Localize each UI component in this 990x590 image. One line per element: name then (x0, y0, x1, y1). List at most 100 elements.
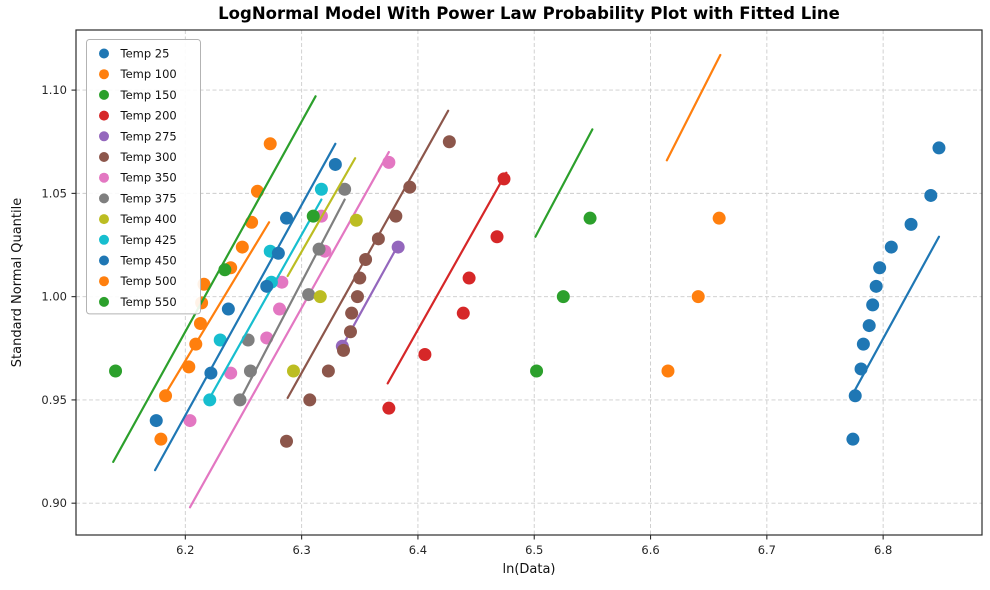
fit-line (165, 221, 271, 393)
data-point (691, 290, 705, 304)
data-point (456, 306, 470, 320)
data-point (884, 240, 898, 254)
data-point (213, 333, 227, 347)
legend-marker (99, 214, 109, 225)
legend-marker (99, 110, 109, 121)
y-tick-label: 1.00 (41, 290, 67, 304)
data-point (286, 364, 300, 378)
y-tick-label: 1.10 (41, 83, 67, 97)
fit-line (534, 128, 594, 238)
legend-marker (99, 234, 109, 245)
data-point (241, 333, 255, 347)
data-point (418, 347, 432, 361)
data-point (182, 360, 196, 374)
fit-line (852, 235, 941, 393)
fit-line (286, 157, 357, 278)
legend-label: Temp 275 (120, 129, 177, 143)
x-tick-label: 6.4 (409, 543, 427, 557)
x-tick-label: 6.7 (758, 543, 776, 557)
data-point (235, 240, 249, 254)
data-point (862, 319, 876, 333)
data-point (924, 188, 938, 202)
data-point (848, 389, 862, 403)
data-point (273, 302, 287, 316)
legend-marker (99, 296, 109, 307)
data-point (382, 401, 396, 415)
fit-line (188, 150, 390, 509)
data-point (345, 306, 359, 320)
legend-label: Temp 375 (120, 191, 177, 205)
series-temp-450 (149, 142, 342, 472)
data-point (336, 343, 350, 357)
y-tick-label: 1.05 (41, 186, 67, 200)
data-point (462, 271, 476, 285)
data-point (224, 366, 238, 380)
data-point (260, 279, 274, 293)
axes-layer: 6.2 6.3 6.4 6.5 6.6 6.7 6.8 0.90 0.95 1.00 1.05 1.1… (41, 83, 892, 557)
data-point (583, 211, 597, 225)
legend-label: Temp 500 (120, 274, 177, 288)
plot-frame (75, 29, 983, 536)
legend-label: Temp 300 (120, 150, 177, 164)
data-point (314, 182, 328, 196)
data-point (856, 337, 870, 351)
data-point (328, 157, 342, 171)
data-point (846, 432, 860, 446)
legend-label: Temp 425 (120, 233, 177, 247)
legend-marker (99, 172, 109, 183)
x-axis-label: ln(Data) (502, 562, 555, 577)
data-point (712, 211, 726, 225)
fit-line (112, 95, 317, 463)
data-point (149, 414, 163, 428)
data-point (490, 230, 504, 244)
series-temp-400 (286, 157, 363, 378)
y-tick-label: 0.90 (41, 496, 67, 510)
data-point (338, 182, 352, 196)
data-point (183, 414, 197, 428)
legend-box (86, 39, 201, 315)
x-tick-label: 6.5 (525, 543, 543, 557)
data-point (556, 290, 570, 304)
legend-marker (99, 69, 109, 80)
data-point (109, 364, 123, 378)
data-point (873, 261, 887, 275)
data-point (154, 432, 168, 446)
chart-title: LogNormal Model With Power Law Probabili… (218, 4, 840, 23)
data-point (349, 213, 363, 227)
legend-label: Temp 100 (120, 67, 177, 81)
data-point (280, 434, 294, 448)
series-temp-25 (846, 141, 946, 446)
y-axis-label: Standard Normal Quantile (10, 198, 25, 367)
data-point (203, 393, 217, 407)
series-layer (109, 53, 946, 509)
data-point (932, 141, 946, 155)
y-tick-label: 0.95 (41, 393, 67, 407)
x-tick-label: 6.3 (292, 543, 310, 557)
fit-line (153, 142, 337, 472)
data-point (389, 209, 403, 223)
data-point (302, 288, 316, 302)
fit-line (209, 198, 323, 397)
grid-layer (76, 30, 982, 535)
data-point (263, 137, 277, 151)
data-point (442, 135, 456, 149)
series-temp-200 (382, 171, 511, 415)
data-point (661, 364, 675, 378)
data-point (159, 389, 173, 403)
data-point (343, 325, 357, 339)
x-tick-label: 6.6 (641, 543, 659, 557)
legend-marker (99, 131, 109, 142)
fit-line (386, 171, 508, 385)
data-point (313, 290, 327, 304)
data-point (904, 217, 918, 231)
legend-marker (99, 48, 109, 59)
data-point (221, 302, 235, 316)
series-temp-300 (280, 109, 456, 448)
legend-marker (99, 255, 109, 266)
fit-line (286, 109, 450, 399)
fit-line (240, 198, 346, 399)
legend-label: Temp 200 (120, 109, 177, 123)
legend-marker (99, 152, 109, 162)
